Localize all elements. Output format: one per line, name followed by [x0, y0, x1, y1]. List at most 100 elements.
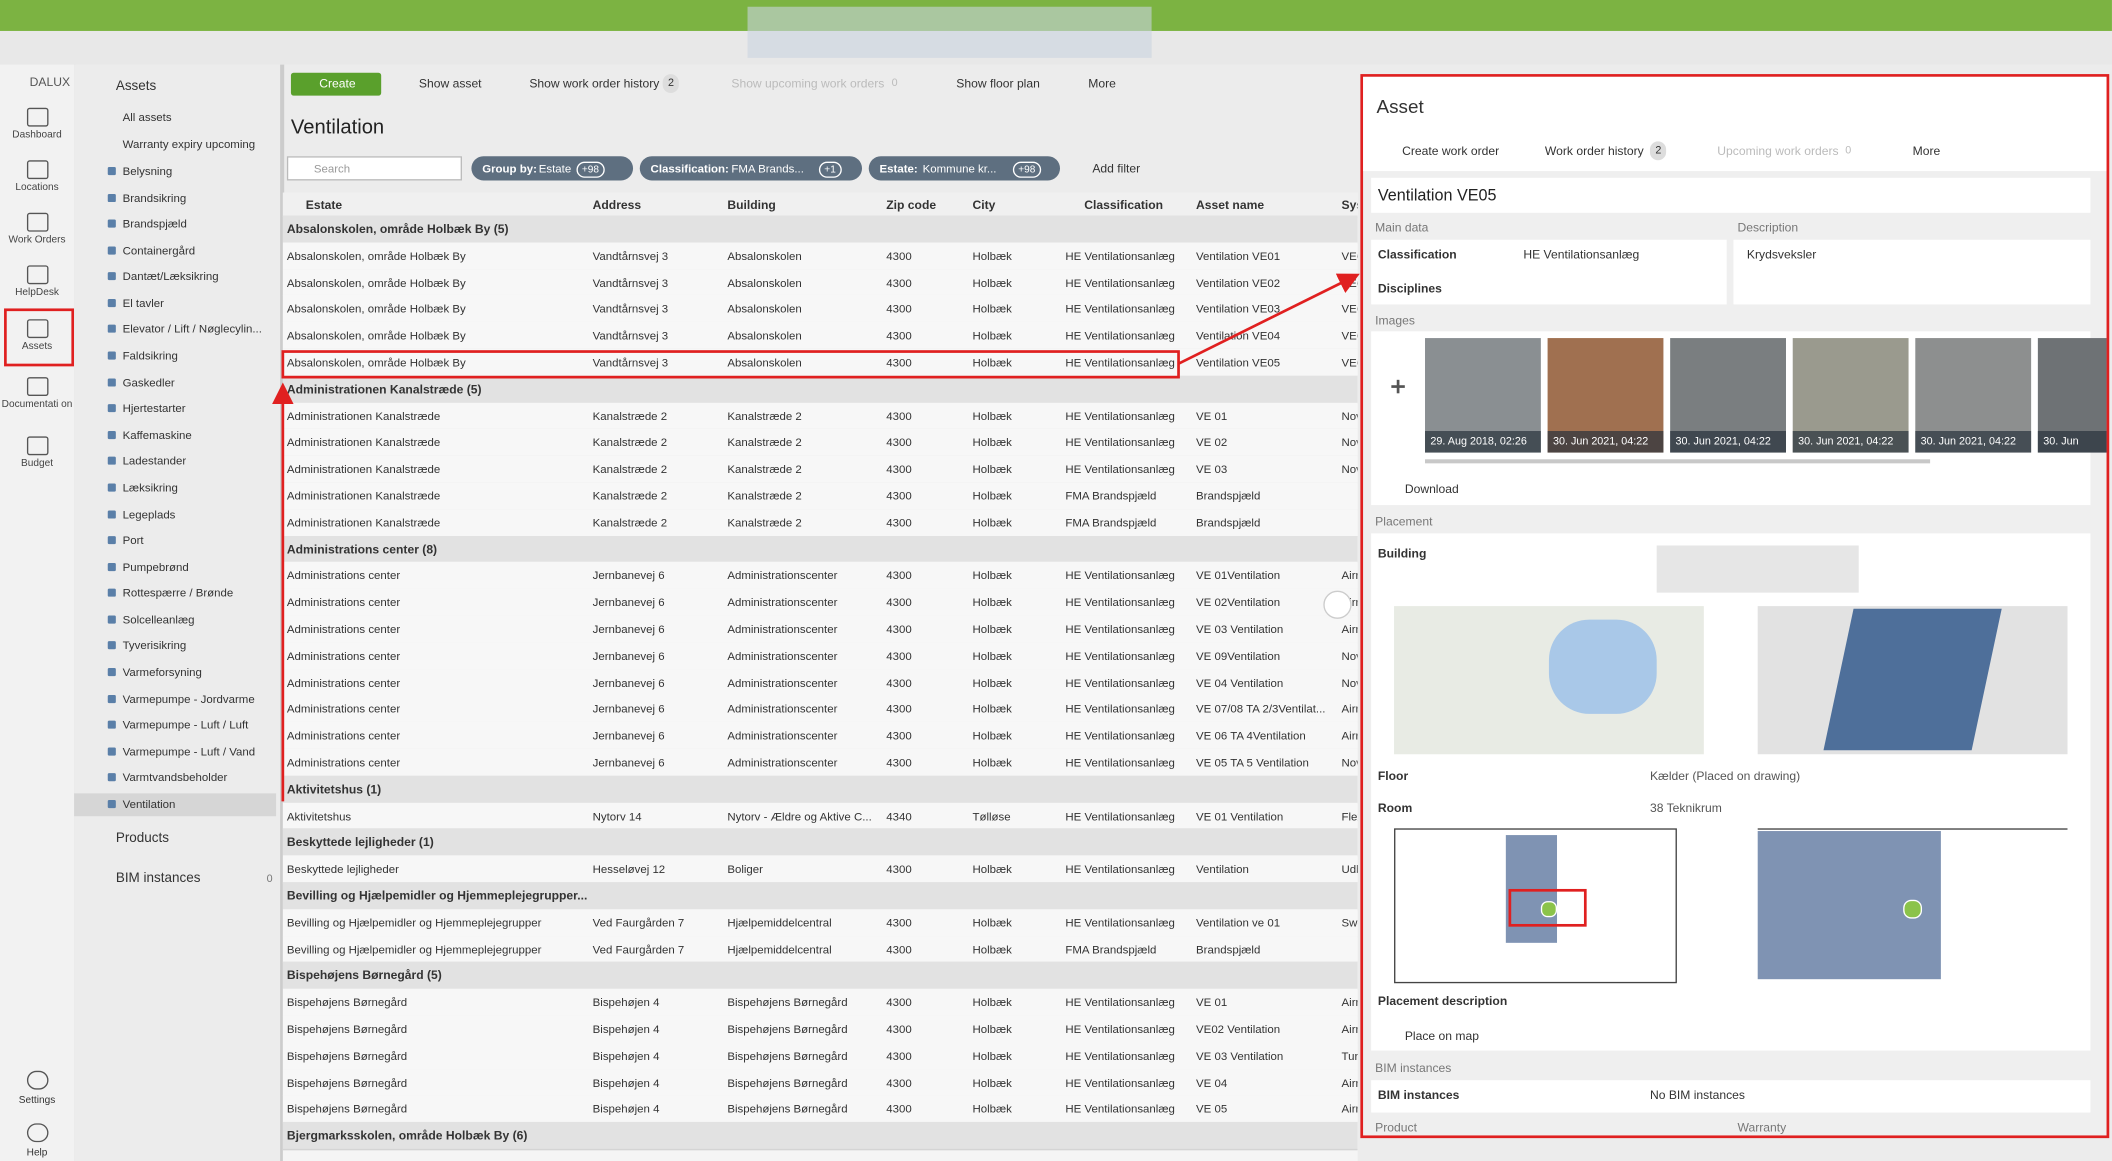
cell[interactable]: Nov [1341, 462, 1358, 476]
cell[interactable]: Administrationscenter [727, 728, 838, 743]
cell[interactable]: Ventilation VE03 [1196, 302, 1281, 316]
cell[interactable]: 4300 [886, 1075, 912, 1090]
cell[interactable]: FMA Brandspjæld [1065, 942, 1157, 956]
cell[interactable]: Jernbanevej 6 [592, 595, 665, 610]
button-label[interactable]: Create [319, 76, 356, 91]
cell[interactable]: Holbæk [972, 595, 1012, 610]
group-label[interactable]: Administrationen Kanalstræde (5) [286, 382, 482, 396]
cell[interactable]: Administrations center [286, 755, 401, 770]
create-button[interactable] [290, 72, 382, 96]
cell[interactable]: Holbæk [972, 1075, 1012, 1090]
toolbar-button[interactable]: Show work order history [529, 76, 660, 91]
sidebar-item[interactable]: Læksikring [122, 480, 178, 495]
cell[interactable]: Holbæk [972, 862, 1012, 876]
cell[interactable]: Boliger [727, 862, 763, 876]
cell[interactable]: Holbæk [972, 462, 1012, 476]
cell[interactable]: Absalonskolen, område Holbæk By [286, 275, 466, 290]
cell[interactable]: Vandtårnsvej 3 [592, 302, 669, 316]
cell[interactable]: Airr [1341, 1075, 1358, 1090]
cell[interactable]: Vandtårnsvej 3 [592, 355, 669, 370]
place-on-map[interactable]: Place on map [1404, 1029, 1479, 1043]
cell[interactable]: 4300 [886, 408, 912, 423]
cell[interactable]: Ventilation ve 01 [1196, 915, 1281, 930]
sidebar-item[interactable]: Brandsikring [122, 190, 187, 205]
nav-item[interactable]: Settings [18, 1093, 56, 1106]
cell[interactable]: 4300 [886, 622, 912, 636]
sidebar-section[interactable]: Products [115, 831, 169, 846]
cell[interactable]: Bispehøjens Børnegård [727, 1022, 848, 1036]
cell[interactable]: Administrations center [286, 568, 401, 583]
cell[interactable]: VE 09Ventilation [1196, 648, 1281, 663]
cell[interactable]: Airr [1341, 702, 1358, 716]
cell[interactable]: Airr [1341, 1022, 1358, 1036]
toolbar-button[interactable]: More [1088, 76, 1116, 91]
column-header[interactable]: Sys [1341, 197, 1358, 212]
cell[interactable]: Nov [1341, 435, 1358, 450]
cell[interactable]: HE Ventilationsanlæg [1065, 248, 1175, 263]
cell[interactable]: 4300 [886, 355, 912, 370]
sidebar-item[interactable]: All assets [122, 110, 172, 124]
cell[interactable]: 4300 [886, 942, 912, 956]
cell[interactable]: Airr [1341, 595, 1358, 610]
cell[interactable]: Administrations center [286, 648, 401, 663]
cell[interactable]: Administrationscenter [727, 648, 838, 663]
cell[interactable]: Vandtårnsvej 3 [592, 248, 669, 263]
cell[interactable]: VE 04 Ventilation [1196, 675, 1284, 690]
cell[interactable]: 4300 [886, 1022, 912, 1036]
image-date[interactable]: 30. Jun 2021, 04:22 [1675, 435, 1771, 448]
cell[interactable]: Holbæk [972, 728, 1012, 743]
cell[interactable]: HE Ventilationsanlæg [1065, 648, 1175, 663]
cell[interactable]: Absalonskolen [727, 302, 802, 316]
cell[interactable]: VEC [1341, 355, 1358, 370]
column-header[interactable]: Asset name [1196, 197, 1265, 212]
column-header[interactable]: City [972, 197, 996, 212]
cell[interactable]: Nytorv - Ældre og Aktive C... [727, 808, 872, 823]
filter-chip[interactable] [471, 156, 634, 181]
image-date[interactable]: 30. Jun 2021, 04:22 [1920, 435, 2016, 448]
cell[interactable]: Administrationen Kanalstræde [286, 488, 441, 503]
cell[interactable]: VE 01 Ventilation [1196, 808, 1284, 823]
cell[interactable]: Holbæk [972, 1048, 1012, 1063]
cell[interactable]: Absalonskolen [727, 328, 802, 343]
panel-action[interactable]: More [1912, 144, 1941, 158]
cell[interactable]: Ved Faurgården 7 [592, 942, 685, 956]
cell[interactable]: 4300 [886, 462, 912, 476]
cell[interactable]: Holbæk [972, 435, 1012, 450]
sidebar-item[interactable]: Varmepumpe - Jordvarme [122, 691, 255, 706]
cell[interactable]: Holbæk [972, 755, 1012, 770]
sidebar-item[interactable]: Gaskedler [122, 375, 175, 389]
cell[interactable]: VE 04 [1196, 1075, 1228, 1090]
cell[interactable]: Administrations center [286, 595, 401, 610]
cell[interactable]: Jernbanevej 6 [592, 622, 665, 636]
panel-action[interactable]: Upcoming work orders [1717, 144, 1839, 158]
sidebar-item[interactable]: Brandspjæld [122, 217, 187, 231]
sidebar-section[interactable]: BIM instances [115, 871, 201, 887]
group-label[interactable]: Beskyttede lejligheder (1) [286, 835, 434, 850]
cell[interactable]: HE Ventilationsanlæg [1065, 675, 1175, 690]
cell[interactable]: Kanalstræde 2 [727, 488, 802, 503]
image-date[interactable]: 30. Jun [2043, 435, 2079, 448]
cell[interactable]: 4300 [886, 488, 912, 503]
cell[interactable]: Hjælpemiddelcentral [727, 942, 832, 956]
cell[interactable]: Bispehøjens Børnegård [727, 1102, 848, 1116]
cell[interactable]: HE Ventilationsanlæg [1065, 808, 1175, 823]
sidebar-item[interactable]: Ventilation [122, 797, 176, 811]
sidebar-item[interactable]: Port [122, 533, 144, 547]
cell[interactable]: Administrationen Kanalstræde [286, 408, 441, 423]
cell[interactable]: Administrations center [286, 622, 401, 636]
cell[interactable]: Bispehøjens Børnegård [286, 1075, 408, 1090]
cell[interactable]: HE Ventilationsanlæg [1065, 1102, 1175, 1116]
cell[interactable]: HE Ventilationsanlæg [1065, 995, 1175, 1010]
cell[interactable]: Airr [1341, 622, 1358, 636]
cell[interactable]: VEC [1341, 275, 1358, 290]
toolbar-button[interactable]: Show upcoming work orders [731, 76, 885, 91]
cell[interactable]: Kanalstræde 2 [727, 408, 802, 423]
sidebar-item[interactable]: Ladestander [122, 454, 187, 468]
nav-item[interactable]: Work Orders [8, 233, 66, 246]
column-header[interactable]: Classification [1084, 197, 1164, 212]
cell[interactable]: Jernbanevej 6 [592, 675, 665, 690]
cell[interactable]: Bispehøjen 4 [592, 1075, 660, 1090]
cell[interactable]: 4340 [886, 808, 912, 823]
cell[interactable]: Kanalstræde 2 [727, 462, 802, 476]
cell[interactable]: Holbæk [972, 302, 1012, 316]
